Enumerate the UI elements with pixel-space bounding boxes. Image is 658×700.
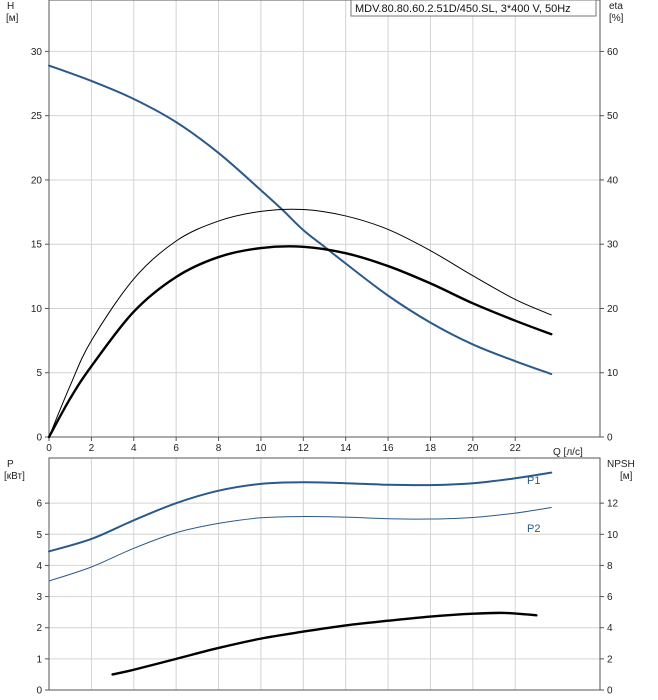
flow-tick-label: 8 <box>216 443 222 454</box>
power-left-tick-label: 3 <box>36 592 42 603</box>
flow-tick-label: 20 <box>467 443 479 454</box>
head-right-tick-label: 10 <box>607 368 619 379</box>
head-left-tick-label: 25 <box>31 111 43 122</box>
head-left-tick-label: 20 <box>31 175 43 186</box>
power-left-tick-label: 0 <box>36 686 42 697</box>
head-chart-ticks: 0 5 10 15 20 25 30 0 10 20 30 40 50 60 0 2 4 6 8 10 12 14 16 18… <box>31 47 619 454</box>
npsh-axis-label: NPSH <box>607 459 635 470</box>
power-right-tick-label: 0 <box>607 686 613 697</box>
flow-tick-label: 6 <box>173 443 179 454</box>
power-right-tick-label: 6 <box>607 592 613 603</box>
power-right-tick-label: 8 <box>607 561 613 572</box>
series-label-p2: P2 <box>527 523 540 535</box>
power-chart-series <box>48 471 553 676</box>
head-right-tick-label: 20 <box>607 304 619 315</box>
head-right-tick-label: 60 <box>607 47 619 58</box>
power-left-tick-label: 5 <box>36 530 42 541</box>
power-left-tick-label: 2 <box>36 623 42 634</box>
flow-tick-label: 18 <box>425 443 437 454</box>
flow-tick-label: 4 <box>131 443 137 454</box>
flow-tick-label: 12 <box>298 443 310 454</box>
power-left-tick-label: 4 <box>36 561 42 572</box>
power-chart-frame <box>48 457 601 691</box>
head-series-line-1 <box>48 208 552 438</box>
flow-tick-label: 10 <box>255 443 267 454</box>
power-series-line-0 <box>48 471 553 553</box>
power-left-tick-label: 6 <box>36 499 42 510</box>
power-right-tick-label: 12 <box>607 499 619 510</box>
chart-title-box <box>350 0 597 17</box>
chart-title: MDV.80.80.60.2.51D/450.SL, 3*400 V, 50Hz <box>355 3 571 15</box>
head-right-tick-label: 0 <box>607 433 613 444</box>
flow-tick-label: 0 <box>46 443 52 454</box>
power-axis-unit: [кВт] <box>4 471 25 482</box>
head-left-tick-label: 10 <box>31 304 43 315</box>
power-chart-gridlines <box>49 458 600 690</box>
power-left-tick-label: 1 <box>36 654 42 665</box>
flow-tick-label: 2 <box>89 443 95 454</box>
npsh-axis-unit: [м] <box>620 471 633 482</box>
head-left-tick-label: 5 <box>36 368 42 379</box>
head-chart-gridlines <box>49 0 600 437</box>
head-series-line-0 <box>48 64 553 376</box>
head-axis-label: H <box>7 1 14 12</box>
flow-tick-label: 22 <box>510 443 522 454</box>
efficiency-axis-unit: [%] <box>609 13 624 24</box>
series-label-p1: P1 <box>527 475 540 487</box>
power-series-line-1 <box>48 507 552 582</box>
flow-axis-label: Q [л/с] <box>553 447 583 458</box>
head-efficiency-chart: 0 5 10 15 20 25 30 0 10 20 30 40 50 60 0 2 4 6 8 10 12 14 16 18… <box>6 0 624 458</box>
head-right-tick-label: 30 <box>607 240 619 251</box>
head-right-tick-label: 50 <box>607 111 619 122</box>
head-chart-frame <box>48 0 601 438</box>
flow-tick-label: 14 <box>340 443 352 454</box>
head-chart-series <box>47 64 553 439</box>
power-right-tick-label: 10 <box>607 530 619 541</box>
head-left-tick-label: 0 <box>36 433 42 444</box>
power-axis-label: P <box>7 459 14 470</box>
efficiency-axis-label: eta <box>609 1 623 12</box>
head-left-tick-label: 15 <box>31 240 43 251</box>
head-series-line-2 <box>47 245 553 439</box>
power-right-tick-label: 4 <box>607 623 613 634</box>
head-axis-unit: [м] <box>6 13 19 24</box>
power-right-tick-label: 2 <box>607 654 613 665</box>
head-right-tick-label: 40 <box>607 175 619 186</box>
flow-tick-label: 16 <box>383 443 395 454</box>
power-series-line-2 <box>111 611 538 676</box>
head-left-tick-label: 30 <box>31 47 43 58</box>
